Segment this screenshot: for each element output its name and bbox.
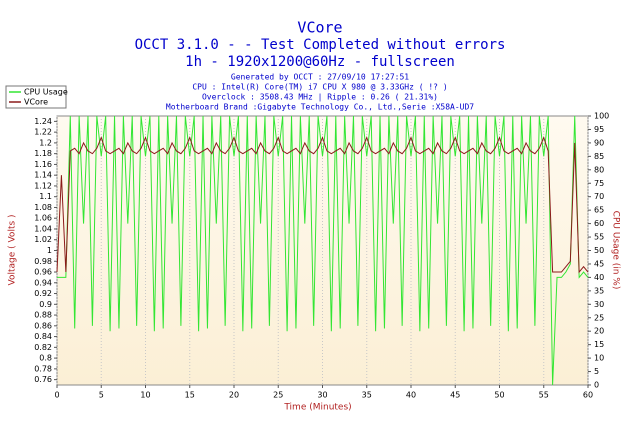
y-tick-label: 0.98 xyxy=(34,257,52,266)
y2-tick-label: 45 xyxy=(594,259,604,268)
y2-tick-label: 25 xyxy=(594,313,604,322)
y-tick-label: 0.9 xyxy=(39,300,52,309)
y2-tick-label: 10 xyxy=(594,354,604,363)
y2-tick-label: 35 xyxy=(594,286,604,295)
series-line xyxy=(57,115,589,386)
y-tick-label: 1 xyxy=(47,246,52,255)
y2-tick-label: 70 xyxy=(594,192,604,201)
y2-tick-label: 100 xyxy=(594,112,609,121)
y2-tick-label: 95 xyxy=(594,125,604,134)
y-tick-label: 1.18 xyxy=(34,149,52,158)
y-tick-label: 1.16 xyxy=(34,160,52,169)
y-tick-label: 1.04 xyxy=(34,224,52,233)
y2-tick-label: 80 xyxy=(594,165,604,174)
x-tick-label: 55 xyxy=(539,391,549,400)
y2-tick-label: 60 xyxy=(594,219,604,228)
y-tick-label: 0.82 xyxy=(34,343,52,352)
y-tick-label: 1.02 xyxy=(34,235,52,244)
series-line xyxy=(56,136,589,274)
x-tick-label: 50 xyxy=(494,391,504,400)
y-axis-label: Voltage ( Volts ) xyxy=(8,214,18,285)
x-tick-label: 10 xyxy=(140,391,150,400)
y2-tick-label: 0 xyxy=(594,381,599,390)
y-tick-label: 1.1 xyxy=(39,192,52,201)
info: Generated by OCCT : 27/09/10 17:27:51 xyxy=(231,73,409,82)
x-tick-label: 35 xyxy=(362,391,372,400)
y2-tick-label: 75 xyxy=(594,179,604,188)
info: CPU : Intel(R) Core(TM) i7 CPU X 980 @ 3… xyxy=(192,83,447,92)
y2-axis-label: CPU Usage (in %) xyxy=(611,211,621,290)
y2-tick-label: 55 xyxy=(594,233,604,242)
x-tick-label: 0 xyxy=(54,391,59,400)
y2-tick-label: 30 xyxy=(594,300,604,309)
y-tick-label: 0.94 xyxy=(34,278,52,287)
x-tick-label: 60 xyxy=(583,391,593,400)
y2-tick-label: 5 xyxy=(594,367,599,376)
y-tick-label: 0.86 xyxy=(34,321,52,330)
y-tick-label: 0.78 xyxy=(34,364,52,373)
x-tick-label: 30 xyxy=(317,391,327,400)
y-tick-label: 0.76 xyxy=(34,375,52,384)
subtitle: 1h - 1920x1200@60Hz - fullscreen xyxy=(185,54,455,70)
y-tick-label: 1.12 xyxy=(34,181,52,190)
y-tick-label: 1.08 xyxy=(34,203,52,212)
x-tick-label: 45 xyxy=(450,391,460,400)
y-tick-label: 0.92 xyxy=(34,289,52,298)
y2-tick-label: 50 xyxy=(594,246,604,255)
info: Overclock : 3508.43 MHz | Ripple : 0.26 … xyxy=(202,93,438,102)
subtitle: OCCT 3.1.0 - - Test Completed without er… xyxy=(135,37,506,53)
x-tick-label: 25 xyxy=(273,391,283,400)
x-tick-label: 20 xyxy=(229,391,239,400)
legend-label: VCore xyxy=(24,98,48,107)
y-tick-label: 1.22 xyxy=(34,128,52,137)
y2-tick-label: 90 xyxy=(594,138,604,147)
y-tick-label: 1.14 xyxy=(34,171,52,180)
chart-title: VCore xyxy=(297,19,342,37)
x-tick-label: 40 xyxy=(406,391,416,400)
y-tick-label: 0.96 xyxy=(34,268,52,277)
y2-tick-label: 40 xyxy=(594,273,604,282)
y2-tick-label: 85 xyxy=(594,152,604,161)
y-tick-label: 0.84 xyxy=(34,332,52,341)
y-tick-label: 0.8 xyxy=(39,354,52,363)
y2-tick-label: 20 xyxy=(594,327,604,336)
legend-label: CPU Usage xyxy=(24,88,68,97)
y-tick-label: 1.06 xyxy=(34,214,52,223)
y2-tick-label: 65 xyxy=(594,206,604,215)
x-axis-label: Time (Minutes) xyxy=(283,403,351,413)
y-tick-label: 1.24 xyxy=(34,117,52,126)
info: Motherboard Brand :Gigabyte Technology C… xyxy=(166,103,474,112)
x-tick-label: 5 xyxy=(99,391,104,400)
y-tick-label: 1.2 xyxy=(39,138,52,147)
x-tick-label: 15 xyxy=(185,391,195,400)
y2-tick-label: 15 xyxy=(594,340,604,349)
plot-area xyxy=(56,115,589,386)
y-tick-label: 0.88 xyxy=(34,311,52,320)
